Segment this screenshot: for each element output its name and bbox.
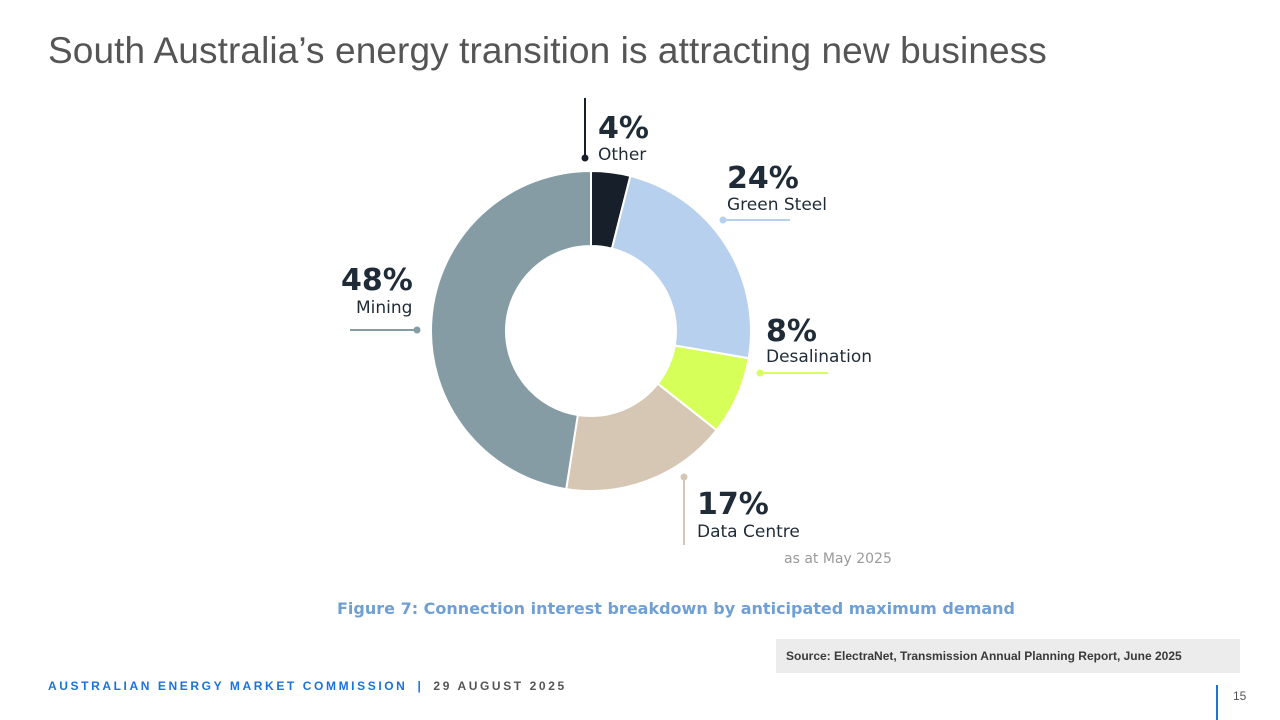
donut-slice-green-steel	[610, 174, 752, 360]
source-text: Source: ElectraNet, Transmission Annual …	[786, 649, 1182, 663]
donut-slice-mining	[430, 169, 592, 491]
source-box: Source: ElectraNet, Transmission Annual …	[776, 639, 1240, 673]
donut-slice-data-centre	[565, 382, 718, 492]
data-label-other: 4%	[598, 111, 649, 146]
figure-caption: Figure 7: Connection interest breakdown …	[337, 599, 1015, 618]
page-number-bar	[1216, 685, 1218, 720]
leader-dot-green-steel	[719, 216, 727, 224]
slide-title: South Australia’s energy transition is a…	[48, 30, 1047, 71]
data-label-desalination: 8%	[766, 314, 817, 349]
footer-organisation: AUSTRALIAN ENERGY MARKET COMMISSION	[48, 679, 408, 693]
leader-dot-mining	[413, 326, 421, 334]
data-label-mining: 48%	[341, 263, 413, 298]
leader-dot-desalination	[756, 369, 764, 377]
category-label-mining: Mining	[356, 298, 412, 318]
category-label-desalination: Desalination	[766, 347, 872, 367]
footer-separator: |	[417, 679, 424, 693]
chart-annotation: as at May 2025	[784, 551, 892, 567]
data-label-data-centre: 17%	[697, 487, 769, 522]
page-number: 15	[1233, 689, 1247, 703]
category-label-data-centre: Data Centre	[697, 522, 800, 542]
data-label-green-steel: 24%	[727, 161, 799, 196]
leader-dot-data-centre	[680, 473, 688, 481]
leader-dot-other	[581, 154, 589, 162]
category-label-green-steel: Green Steel	[727, 195, 827, 215]
footer: AUSTRALIAN ENERGY MARKET COMMISSION | 29 A…	[48, 679, 567, 693]
footer-date: 29 AUGUST 2025	[433, 679, 567, 693]
category-label-other: Other	[598, 145, 646, 165]
